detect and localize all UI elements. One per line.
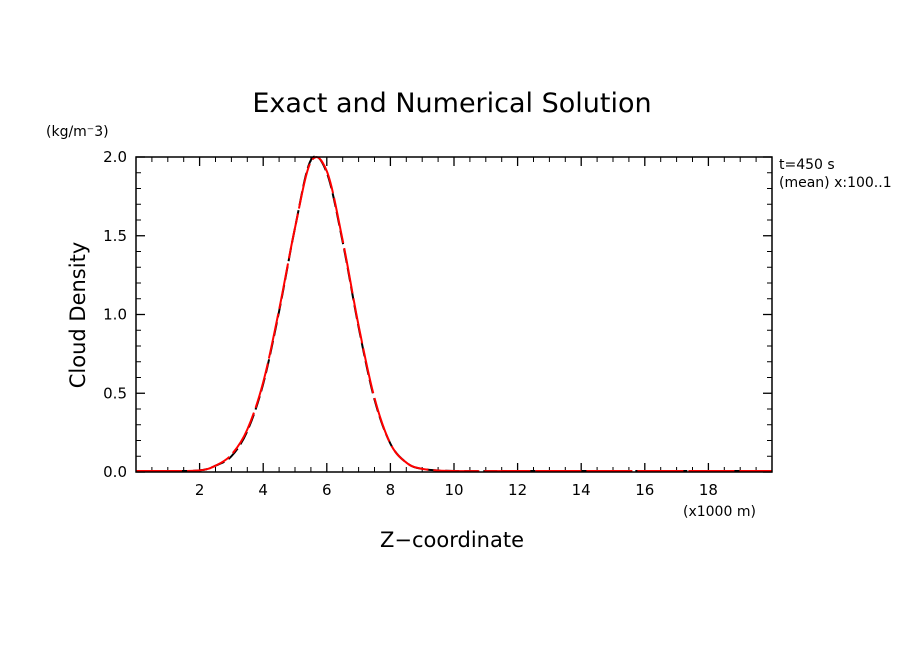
y-tick-label: 0.0 (103, 463, 127, 481)
y-tick-label: 1.0 (103, 306, 127, 324)
x-tick-label: 8 (386, 481, 396, 499)
x-tick-label: 18 (699, 481, 718, 499)
y-axis-label: Cloud Density (66, 242, 90, 389)
x-tick-label: 4 (258, 481, 268, 499)
mean-annotation: (mean) x:100..1 (779, 175, 892, 191)
y-tick-label: 1.5 (103, 227, 127, 245)
x-unit-label: (x1000 m) (683, 504, 756, 520)
y-tick-label: 2.0 (103, 148, 127, 166)
x-axis-label: Z−coordinate (380, 528, 524, 552)
series-line-1 (135, 155, 772, 473)
x-tick-label: 2 (195, 481, 205, 499)
x-tick-label: 10 (444, 481, 463, 499)
plot-frame (135, 156, 773, 473)
x-tick-label: 6 (322, 481, 332, 499)
y-unit-label: (kg/m⁻3) (46, 124, 109, 140)
x-tick-label: 16 (635, 481, 654, 499)
time-annotation: t=450 s (779, 157, 835, 173)
x-tick-label: 12 (508, 481, 527, 499)
series-line-2 (135, 156, 772, 473)
y-tick-label: 0.5 (103, 384, 127, 402)
x-tick-label: 14 (572, 481, 591, 499)
chart-title: Exact and Numerical Solution (252, 88, 651, 119)
